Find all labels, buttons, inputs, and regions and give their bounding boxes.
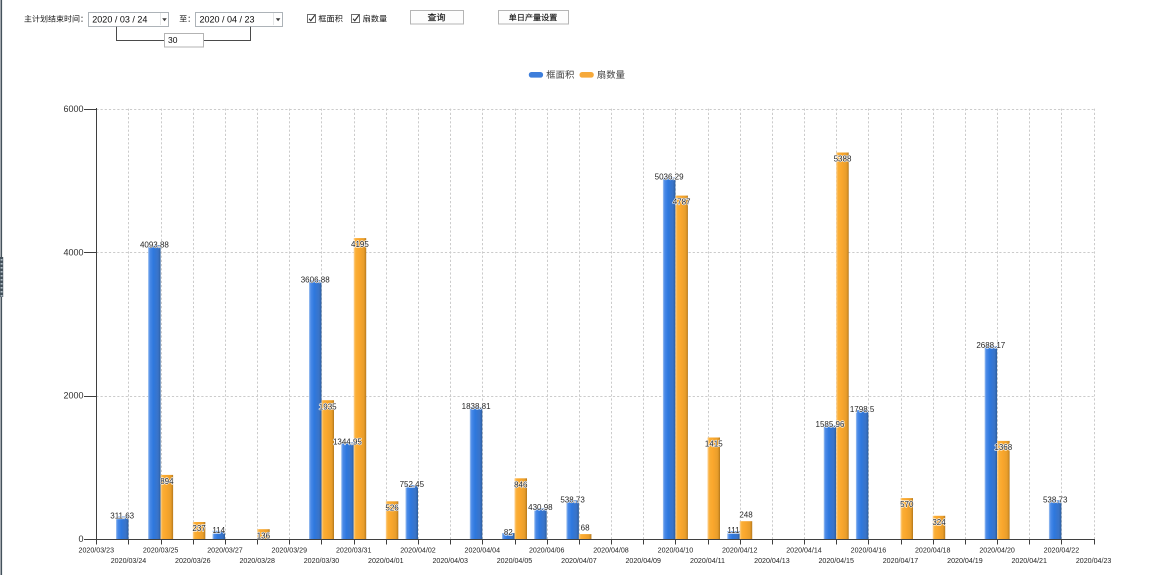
svg-text:2020/04/03: 2020/04/03 [432, 557, 468, 565]
svg-text:2020/03/26: 2020/03/26 [175, 557, 211, 565]
svg-text:752.45: 752.45 [400, 480, 425, 489]
svg-text:2020/04/23: 2020/04/23 [1076, 557, 1112, 565]
svg-text:538.73: 538.73 [560, 495, 585, 504]
svg-text:2020/04/08: 2020/04/08 [593, 547, 629, 555]
svg-text:2020/03/29: 2020/03/29 [272, 547, 308, 555]
svg-text:2020/03/30: 2020/03/30 [304, 557, 340, 565]
svg-text:2000: 2000 [63, 391, 83, 401]
svg-text:1344.95: 1344.95 [333, 438, 362, 447]
svg-text:1838.81: 1838.81 [462, 402, 491, 411]
svg-text:2020/04/14: 2020/04/14 [786, 547, 822, 555]
svg-text:248: 248 [739, 511, 753, 520]
svg-text:2020/04/21: 2020/04/21 [1011, 557, 1047, 565]
svg-text:4195: 4195 [351, 240, 369, 249]
svg-text:538.73: 538.73 [1043, 495, 1068, 504]
svg-text:2020/04/10: 2020/04/10 [658, 547, 694, 555]
svg-text:2020/04/06: 2020/04/06 [529, 547, 565, 555]
svg-text:0: 0 [78, 534, 83, 544]
svg-text:1585.96: 1585.96 [816, 420, 845, 429]
svg-text:324: 324 [932, 518, 946, 527]
svg-text:846: 846 [514, 480, 528, 489]
svg-text:2020/03/23: 2020/03/23 [79, 547, 115, 555]
svg-text:2020/03/31: 2020/03/31 [336, 547, 372, 555]
svg-text:5388: 5388 [834, 155, 852, 164]
svg-text:2020/04/07: 2020/04/07 [561, 557, 597, 565]
svg-text:311.63: 311.63 [110, 512, 134, 521]
svg-text:114: 114 [212, 526, 225, 535]
svg-text:4000: 4000 [63, 247, 83, 257]
svg-text:2020/04/04: 2020/04/04 [465, 547, 501, 555]
svg-text:3606.88: 3606.88 [301, 275, 330, 284]
svg-text:2020/04/12: 2020/04/12 [722, 547, 758, 555]
svg-text:5036.29: 5036.29 [655, 173, 684, 182]
svg-text:430.98: 430.98 [528, 503, 553, 512]
svg-text:136: 136 [257, 531, 271, 540]
svg-text:2020/04/11: 2020/04/11 [690, 557, 725, 565]
svg-text:1935: 1935 [319, 402, 337, 411]
svg-text:2020/04/22: 2020/04/22 [1044, 547, 1080, 555]
svg-text:237: 237 [192, 524, 206, 533]
svg-text:2020/03/27: 2020/03/27 [207, 547, 243, 555]
svg-text:570: 570 [900, 500, 914, 509]
svg-text:2020/04/17: 2020/04/17 [883, 557, 919, 565]
svg-text:2020/04/16: 2020/04/16 [851, 547, 887, 555]
svg-text:2020/04/09: 2020/04/09 [625, 557, 661, 565]
svg-text:4093.88: 4093.88 [140, 240, 169, 249]
svg-text:526: 526 [385, 503, 399, 512]
svg-text:4787: 4787 [673, 198, 691, 207]
svg-text:2688.17: 2688.17 [976, 341, 1005, 350]
svg-text:68: 68 [581, 524, 590, 533]
svg-text:894: 894 [160, 477, 174, 486]
svg-text:1415: 1415 [705, 440, 723, 449]
svg-text:2020 / 04 / 23: 2020 / 04 / 23 [200, 14, 255, 24]
svg-text:30: 30 [168, 35, 178, 45]
svg-text:2020/04/13: 2020/04/13 [754, 557, 790, 565]
svg-text:6000: 6000 [63, 104, 83, 114]
svg-text:2020/04/19: 2020/04/19 [947, 557, 983, 565]
svg-text:1798.5: 1798.5 [850, 405, 875, 414]
svg-text:82: 82 [504, 528, 513, 537]
svg-text:2020/04/15: 2020/04/15 [818, 557, 854, 565]
svg-text:2020/04/05: 2020/04/05 [497, 557, 533, 565]
svg-text:2020/03/25: 2020/03/25 [143, 547, 179, 555]
svg-text:2020 / 03 / 24: 2020 / 03 / 24 [92, 14, 147, 24]
svg-text:2020/04/02: 2020/04/02 [400, 547, 436, 555]
svg-text:2020/04/20: 2020/04/20 [979, 547, 1015, 555]
svg-text:1368: 1368 [994, 443, 1012, 452]
svg-text:2020/04/01: 2020/04/01 [368, 557, 404, 565]
svg-text:2020/04/18: 2020/04/18 [915, 547, 951, 555]
svg-text:2020/03/28: 2020/03/28 [239, 557, 275, 565]
svg-text:111: 111 [727, 526, 740, 535]
svg-text:2020/03/24: 2020/03/24 [111, 557, 147, 565]
